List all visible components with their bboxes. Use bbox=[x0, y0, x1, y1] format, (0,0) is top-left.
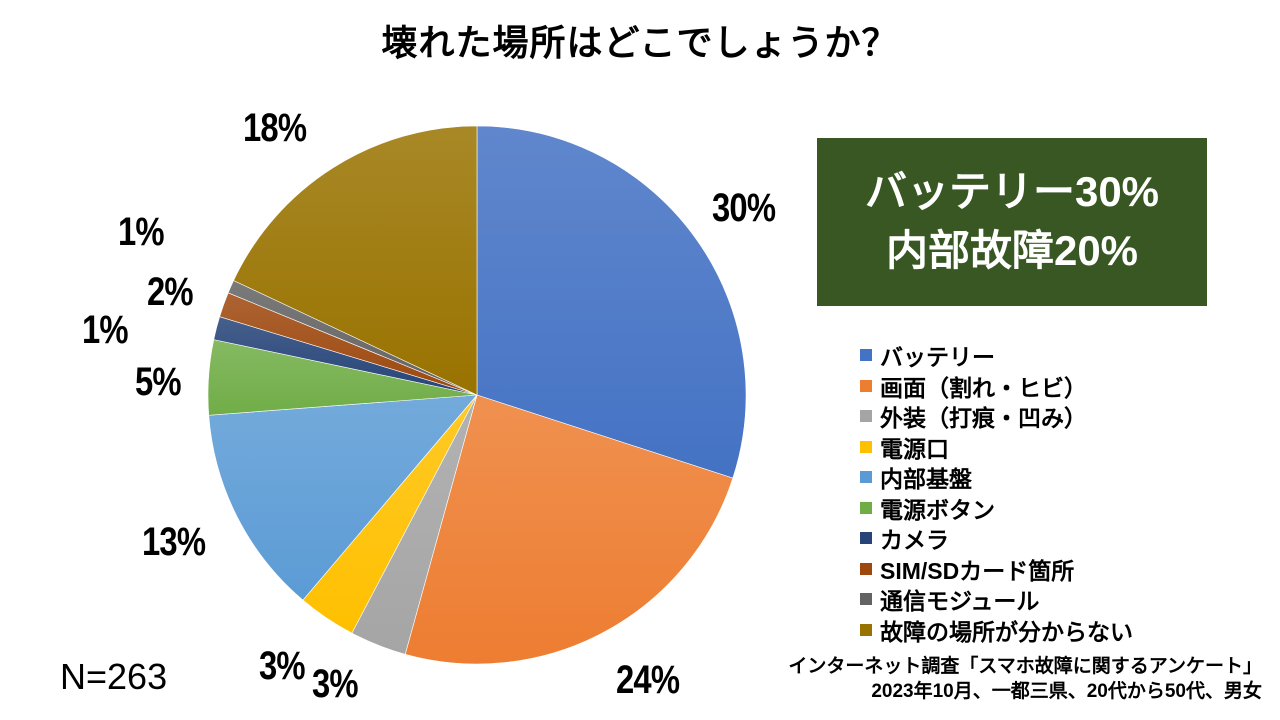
source-line-2: 2023年10月、一都三県、20代から50代、男女 bbox=[871, 680, 1262, 702]
legend-item: バッテリー bbox=[860, 340, 1133, 371]
legend-item: SIM/SDカード箇所 bbox=[860, 554, 1133, 585]
legend-swatch-icon bbox=[860, 410, 872, 423]
pie-slice bbox=[233, 125, 478, 396]
data-label: 13% bbox=[142, 520, 206, 564]
data-label: 3% bbox=[259, 644, 306, 688]
legend-swatch-icon bbox=[860, 471, 872, 484]
sample-size: N=263 bbox=[60, 656, 168, 697]
legend-label: 電源ボタン bbox=[880, 496, 995, 523]
chart-legend: バッテリー画面（割れ・ヒビ） 外装（打痕・凹み） 電源口内部基盤電源ボタンカメラ SI… bbox=[860, 340, 1133, 645]
legend-label: 故障の場所が分からない bbox=[880, 618, 1133, 645]
legend-swatch-icon bbox=[860, 562, 872, 575]
data-label: 30% bbox=[712, 186, 776, 230]
legend-label: 外装（打痕・凹み） bbox=[880, 405, 1087, 432]
legend-item: 内部基盤 bbox=[860, 462, 1133, 493]
source-line-1: インターネット調査「スマホ故障に関するアンケート」 bbox=[788, 656, 1262, 677]
data-label: 18% bbox=[243, 106, 307, 150]
data-label: 1% bbox=[82, 308, 129, 352]
legend-label: 通信モジュール bbox=[880, 588, 1040, 615]
data-label: 24% bbox=[616, 658, 680, 702]
chart-title: 壊れた場所はどこでしょうか？ bbox=[381, 22, 899, 63]
data-label: 5% bbox=[135, 360, 182, 404]
data-label: 2% bbox=[147, 270, 194, 314]
legend-label: 電源口 bbox=[880, 435, 949, 462]
callout-internal: 内部故障20% bbox=[885, 227, 1139, 274]
legend-swatch-icon bbox=[860, 532, 872, 545]
legend-swatch-icon bbox=[860, 440, 872, 453]
source-note: インターネット調査「スマホ故障に関するアンケート」 2023年10月、一都三県、… bbox=[788, 655, 1262, 704]
legend-label: バッテリー bbox=[880, 344, 995, 371]
legend-item: カメラ bbox=[860, 523, 1133, 554]
legend-item: 故障の場所が分からない bbox=[860, 615, 1133, 646]
data-label: 3% bbox=[312, 662, 359, 706]
legend-swatch-icon bbox=[860, 379, 872, 392]
legend-swatch-icon bbox=[860, 501, 872, 514]
legend-item: 画面（割れ・ヒビ） bbox=[860, 371, 1133, 402]
legend-item: 電源口 bbox=[860, 432, 1133, 463]
callout-battery: バッテリー30% bbox=[864, 168, 1160, 216]
legend-item: 電源ボタン bbox=[860, 493, 1133, 524]
legend-swatch-icon bbox=[860, 623, 872, 636]
highlight-callout: バッテリー30% 内部故障20% bbox=[817, 138, 1207, 306]
legend-label: 内部基盤 bbox=[880, 466, 972, 493]
pie-slice bbox=[208, 394, 478, 601]
legend-label: SIM/SDカード箇所 bbox=[880, 557, 1075, 584]
pie-slice bbox=[476, 125, 747, 479]
legend-swatch-icon bbox=[860, 593, 872, 606]
legend-item: 通信モジュール bbox=[860, 584, 1133, 615]
legend-swatch-icon bbox=[860, 349, 872, 362]
data-label: 1% bbox=[118, 210, 165, 254]
legend-label: 画面（割れ・ヒビ） bbox=[880, 374, 1087, 401]
pie-slice bbox=[404, 394, 734, 665]
legend-label: カメラ bbox=[880, 527, 949, 554]
legend-item: 外装（打痕・凹み） bbox=[860, 401, 1133, 432]
